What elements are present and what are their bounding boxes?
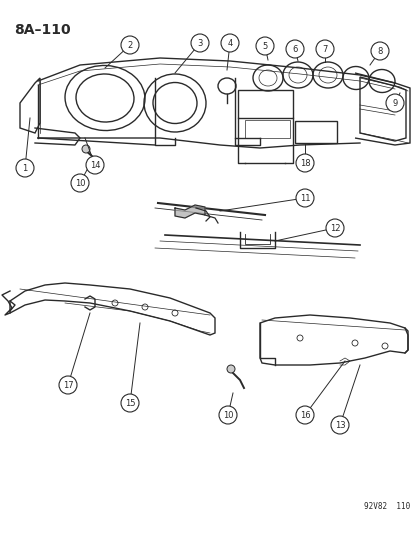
Circle shape <box>255 37 273 55</box>
Text: 10: 10 <box>75 179 85 188</box>
Text: 4: 4 <box>227 38 232 47</box>
Text: 5: 5 <box>262 42 267 51</box>
Text: 15: 15 <box>124 399 135 408</box>
Circle shape <box>370 42 388 60</box>
Circle shape <box>59 376 77 394</box>
Circle shape <box>82 145 90 153</box>
Text: 8: 8 <box>376 46 382 55</box>
Text: 3: 3 <box>197 38 202 47</box>
Text: 18: 18 <box>299 158 310 167</box>
Circle shape <box>295 154 313 172</box>
Text: 1: 1 <box>22 164 28 173</box>
Text: 14: 14 <box>90 160 100 169</box>
Circle shape <box>385 94 403 112</box>
Circle shape <box>121 36 139 54</box>
Circle shape <box>86 156 104 174</box>
Circle shape <box>330 416 348 434</box>
Text: 13: 13 <box>334 421 344 430</box>
Text: 10: 10 <box>222 410 233 419</box>
Circle shape <box>315 40 333 58</box>
Polygon shape <box>175 205 204 218</box>
Circle shape <box>221 34 238 52</box>
Text: 7: 7 <box>322 44 327 53</box>
Text: 11: 11 <box>299 193 309 203</box>
Circle shape <box>285 40 303 58</box>
Circle shape <box>325 219 343 237</box>
Text: 9: 9 <box>392 99 396 108</box>
Circle shape <box>16 159 34 177</box>
Text: 6: 6 <box>292 44 297 53</box>
Circle shape <box>71 174 89 192</box>
Circle shape <box>218 406 236 424</box>
Text: 8A–110: 8A–110 <box>14 23 71 37</box>
Text: 17: 17 <box>62 381 73 390</box>
Circle shape <box>295 189 313 207</box>
Text: 2: 2 <box>127 41 132 50</box>
Circle shape <box>226 365 235 373</box>
Text: 12: 12 <box>329 223 339 232</box>
Text: 16: 16 <box>299 410 310 419</box>
Circle shape <box>295 406 313 424</box>
Text: 92V82  110: 92V82 110 <box>363 502 409 511</box>
Circle shape <box>121 394 139 412</box>
Circle shape <box>190 34 209 52</box>
